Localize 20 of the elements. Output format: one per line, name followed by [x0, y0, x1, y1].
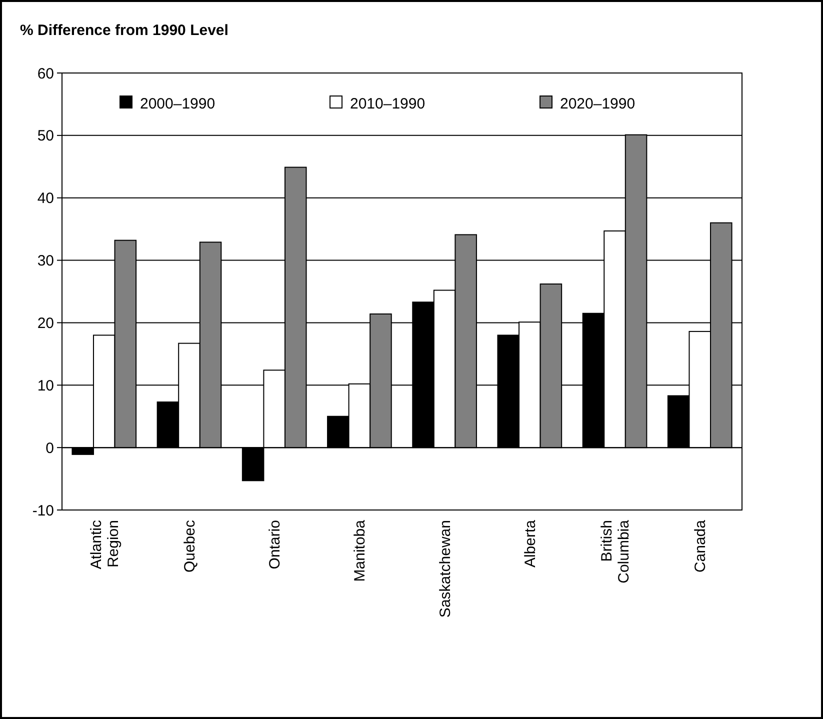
legend-label: 2010–1990: [350, 95, 426, 112]
x-tick-label: Quebec: [181, 520, 198, 573]
legend-label: 2020–1990: [560, 95, 636, 112]
legend-label: 2000–1990: [140, 95, 216, 112]
x-tick-label: Canada: [692, 519, 710, 573]
x-tick-label: Saskatchewan: [436, 520, 454, 618]
x-tick-label: Alberta: [522, 519, 539, 568]
y-tick-label: 20: [37, 314, 54, 332]
x-tick-label: Ontario: [266, 520, 284, 570]
x-tick-label: Atlantic Region: [88, 520, 122, 570]
chart-title: % Difference from 1990 Level: [20, 22, 228, 39]
y-tick-label: -10: [32, 502, 54, 520]
x-tick-label: Manitoba: [352, 519, 369, 582]
y-tick-label: 30: [37, 252, 54, 270]
y-tick-label: 40: [37, 190, 54, 208]
y-tick-label: 50: [37, 128, 54, 145]
x-tick-label: British Columbia: [598, 519, 633, 584]
y-tick-label: 60: [37, 65, 54, 82]
y-tick-label: 10: [37, 377, 54, 394]
y-tick-label: 0: [46, 440, 54, 457]
